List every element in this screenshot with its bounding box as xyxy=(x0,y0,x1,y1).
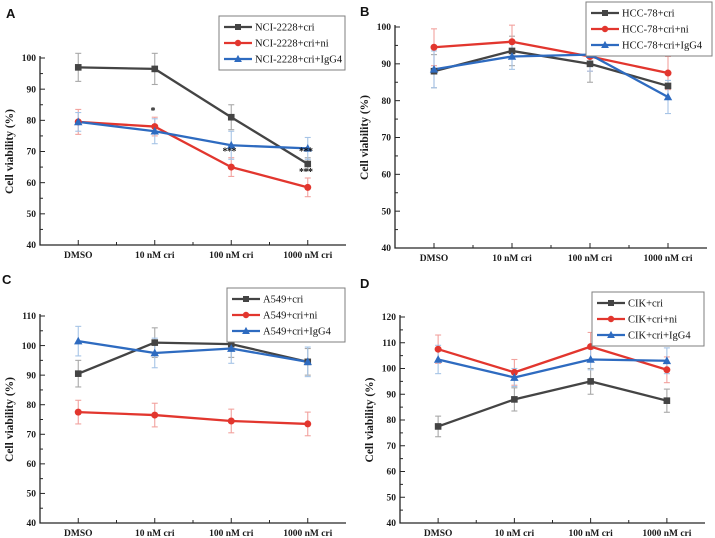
svg-text:CIK+cri+ni: CIK+cri+ni xyxy=(628,315,677,326)
svg-text:Cell viability (%): Cell viability (%) xyxy=(4,109,16,194)
svg-text:HCC-78+cri+ni: HCC-78+cri+ni xyxy=(622,25,689,36)
svg-text:100 nM cri: 100 nM cri xyxy=(209,251,254,261)
svg-text:DMSO: DMSO xyxy=(424,529,453,538)
chart-hcc-78: 40 50 60 70 80 90 100 DMSO 10 nM cri 100 nM cri 10… xyxy=(359,1,713,264)
svg-text:110: 110 xyxy=(22,312,36,322)
svg-text:100 nM cri: 100 nM cri xyxy=(209,529,254,538)
svg-text:40: 40 xyxy=(382,244,392,254)
svg-text:NCI-2228+cri+ni: NCI-2228+cri+ni xyxy=(255,39,329,50)
svg-text:NCI-2228+cri: NCI-2228+cri xyxy=(255,23,315,34)
chart-cik: 40 50 60 70 80 90 100 110 120 DMSO 10 nM cri 100 nM… xyxy=(364,291,705,538)
svg-text:10 nM cri: 10 nM cri xyxy=(495,529,535,538)
svg-text:60: 60 xyxy=(387,468,397,478)
svg-text:50: 50 xyxy=(382,207,392,217)
svg-text:CIK+cri: CIK+cri xyxy=(628,299,663,310)
svg-text:1000 nM cri: 1000 nM cri xyxy=(283,251,332,261)
svg-text:HCC-78+cri+IgG4: HCC-78+cri+IgG4 xyxy=(622,41,703,52)
chart-a549: 40 50 60 70 80 90 100 110 DMSO 10 nM cri 100 nM cr… xyxy=(4,287,346,538)
svg-text:***: *** xyxy=(299,147,313,158)
svg-text:HCC-78+cri: HCC-78+cri xyxy=(622,9,675,20)
svg-text:100: 100 xyxy=(377,23,392,33)
svg-text:***: *** xyxy=(299,167,313,178)
svg-text:100: 100 xyxy=(22,342,37,352)
panel-label-b: B xyxy=(360,4,370,19)
svg-text:90: 90 xyxy=(382,60,392,70)
svg-text:***: *** xyxy=(223,147,237,158)
panel-label-a: A xyxy=(6,6,16,21)
panel-d: 40 50 60 70 80 90 100 110 120 DMSO 10 nM cri 100 nM… xyxy=(357,269,715,538)
svg-text:90: 90 xyxy=(387,390,397,400)
svg-text:60: 60 xyxy=(27,179,37,189)
svg-text:80: 80 xyxy=(382,97,392,107)
svg-text:Cell viability (%): Cell viability (%) xyxy=(364,377,376,462)
svg-text:1000 nM cri: 1000 nM cri xyxy=(283,529,332,538)
svg-text:1000 nM cri: 1000 nM cri xyxy=(643,254,692,264)
panel-c: 40 50 60 70 80 90 100 110 DMSO 10 nM cri 100 nM cr… xyxy=(0,269,357,538)
svg-text:*: * xyxy=(151,106,156,117)
svg-text:40: 40 xyxy=(387,519,397,529)
svg-text:Cell viability (%): Cell viability (%) xyxy=(359,95,371,180)
panel-a: 40 50 60 70 80 90 100 DMSO 10 nM cri 100 nM cri 10… xyxy=(0,0,357,269)
svg-text:80: 80 xyxy=(27,401,37,411)
svg-text:10 nM cri: 10 nM cri xyxy=(135,251,175,261)
svg-text:60: 60 xyxy=(382,171,392,181)
svg-text:120: 120 xyxy=(382,313,397,323)
svg-text:10 nM cri: 10 nM cri xyxy=(135,529,175,538)
svg-text:50: 50 xyxy=(27,210,37,220)
svg-text:50: 50 xyxy=(27,490,37,500)
svg-text:60: 60 xyxy=(27,460,37,470)
svg-text:100 nM cri: 100 nM cri xyxy=(568,529,613,538)
svg-text:80: 80 xyxy=(387,416,397,426)
svg-text:70: 70 xyxy=(27,148,37,158)
panel-label-d: D xyxy=(360,276,370,291)
svg-text:40: 40 xyxy=(27,519,37,529)
svg-text:DMSO: DMSO xyxy=(64,251,93,261)
svg-text:1000 nM cri: 1000 nM cri xyxy=(642,529,691,538)
svg-text:70: 70 xyxy=(27,430,37,440)
chart-nci-2228: 40 50 60 70 80 90 100 DMSO 10 nM cri 100 nM cri 10… xyxy=(4,15,346,261)
svg-text:CIK+cri+IgG4: CIK+cri+IgG4 xyxy=(628,331,691,342)
svg-text:A549+cri+ni: A549+cri+ni xyxy=(263,311,318,322)
svg-text:10 nM cri: 10 nM cri xyxy=(492,254,532,264)
svg-text:DMSO: DMSO xyxy=(420,254,449,264)
panel-label-c: C xyxy=(2,272,12,287)
svg-text:90: 90 xyxy=(27,371,37,381)
svg-text:70: 70 xyxy=(387,442,397,452)
svg-text:A549+cri: A549+cri xyxy=(263,295,303,306)
svg-text:80: 80 xyxy=(27,117,37,127)
svg-text:A549+cri+IgG4: A549+cri+IgG4 xyxy=(263,327,332,338)
svg-text:100 nM cri: 100 nM cri xyxy=(568,254,613,264)
svg-text:50: 50 xyxy=(387,493,397,503)
svg-text:Cell viability (%): Cell viability (%) xyxy=(4,377,16,462)
svg-text:40: 40 xyxy=(27,241,37,251)
svg-text:90: 90 xyxy=(27,85,37,95)
svg-text:70: 70 xyxy=(382,134,392,144)
svg-text:100: 100 xyxy=(382,365,397,375)
svg-text:NCI-2228+cri+IgG4: NCI-2228+cri+IgG4 xyxy=(255,55,343,66)
svg-text:100: 100 xyxy=(22,54,37,64)
panel-b: 40 50 60 70 80 90 100 DMSO 10 nM cri 100 nM cri 10… xyxy=(357,0,715,269)
svg-text:110: 110 xyxy=(382,339,396,349)
svg-text:DMSO: DMSO xyxy=(64,529,93,538)
